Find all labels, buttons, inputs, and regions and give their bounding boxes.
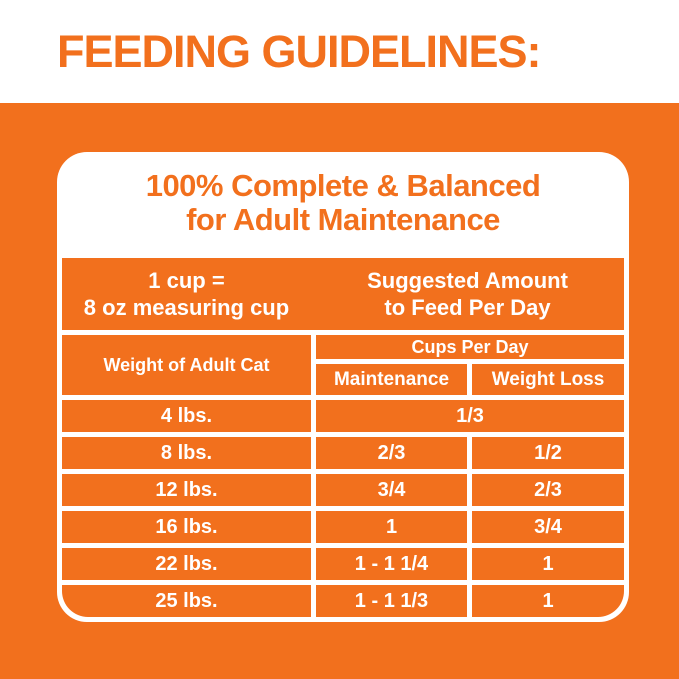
table-row-4lbs: 4 lbs. 1/3	[62, 400, 625, 432]
weight-cell: 25 lbs.	[62, 585, 311, 617]
maintenance-cell: 1	[316, 511, 467, 543]
card-title-line1: 100% Complete & Balanced	[145, 167, 541, 203]
maintenance-cell: 2/3	[316, 437, 467, 469]
maintenance-column-header: Maintenance	[316, 364, 467, 395]
table-row-22lbs: 22 lbs. 1 - 1 1/4 1	[62, 548, 625, 580]
table-row-8lbs: 8 lbs. 2/3 1/2	[62, 437, 625, 469]
table-row-16lbs: 16 lbs. 1 3/4	[62, 511, 625, 543]
weight-loss-column-header: Weight Loss	[472, 364, 625, 395]
suggested-amount-line1: Suggested Amount	[367, 268, 568, 293]
subheader-row: Maintenance Weight Loss	[62, 364, 625, 395]
weight-loss-cell: 1/2	[472, 437, 625, 469]
info-row: 1 cup = 8 oz measuring cup Suggested Amo…	[62, 258, 625, 330]
feeding-guidelines-card: 100% Complete & Balanced for Adult Maint…	[57, 152, 629, 622]
weight-cell: 12 lbs.	[62, 474, 311, 506]
card-title: 100% Complete & Balanced for Adult Maint…	[57, 152, 629, 253]
top-banner: FEEDING GUIDELINES:	[0, 0, 679, 103]
page-title: FEEDING GUIDELINES:	[57, 25, 542, 77]
weight-cell: 22 lbs.	[62, 548, 311, 580]
suggested-amount-note: Suggested Amount to Feed Per Day	[311, 267, 624, 321]
maintenance-cell: 3/4	[316, 474, 467, 506]
weight-cell: 8 lbs.	[62, 437, 311, 469]
weight-loss-cell: 3/4	[472, 511, 625, 543]
info-row-cell: 1 cup = 8 oz measuring cup Suggested Amo…	[62, 258, 625, 330]
table-row-12lbs: 12 lbs. 3/4 2/3	[62, 474, 625, 506]
weight-column-header: Weight of Adult Cat	[62, 335, 311, 395]
weight-cell: 16 lbs.	[62, 511, 311, 543]
card-title-line2: for Adult Maintenance	[186, 201, 500, 237]
maintenance-cell: 1 - 1 1/3	[316, 585, 467, 617]
maintenance-cell: 1 - 1 1/4	[316, 548, 467, 580]
cup-size-note-line1: 1 cup =	[148, 268, 225, 293]
weight-loss-cell: 2/3	[472, 474, 625, 506]
weight-cell: 4 lbs.	[62, 400, 311, 432]
cups-per-day-header: Cups Per Day	[316, 335, 625, 359]
orange-background: 100% Complete & Balanced for Adult Maint…	[0, 103, 679, 679]
weight-loss-cell: 1	[472, 585, 625, 617]
suggested-amount-line2: to Feed Per Day	[384, 295, 551, 320]
cup-size-note: 1 cup = 8 oz measuring cup	[62, 267, 311, 321]
amount-cell-merged: 1/3	[316, 400, 625, 432]
feeding-table: 1 cup = 8 oz measuring cup Suggested Amo…	[57, 253, 629, 622]
info-row-flex: 1 cup = 8 oz measuring cup Suggested Amo…	[62, 258, 624, 330]
table-row-25lbs: 25 lbs. 1 - 1 1/3 1	[62, 585, 625, 617]
weight-loss-cell: 1	[472, 548, 625, 580]
group-header-row: Weight of Adult Cat Cups Per Day	[62, 335, 625, 395]
cup-size-note-line2: 8 oz measuring cup	[83, 295, 290, 320]
